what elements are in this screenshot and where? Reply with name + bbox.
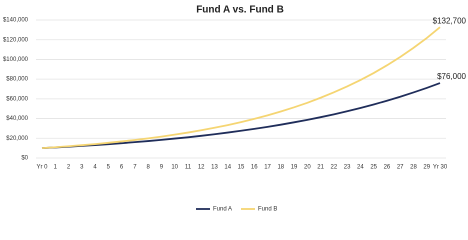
x-tick-label: 24 [357,165,364,171]
x-tick-label: 26 [384,165,391,171]
x-tick-label: 14 [224,165,231,171]
x-tick-label: 9 [160,165,164,171]
x-tick-label: Yr 30 [433,165,448,171]
data-label: $132,700 [433,16,467,25]
series-line [41,26,441,150]
x-tick-label: 23 [344,165,351,171]
y-tick-label: $100,000 [3,57,29,63]
x-tick-label: 2 [67,165,71,171]
x-tick-label: 17 [264,165,271,171]
x-tick-label: 4 [93,165,97,171]
x-tick-label: 27 [397,165,404,171]
x-tick-label: 3 [80,165,84,171]
chart: Fund A vs. Fund B $0 $20,000 $40,000 $60,00… [3,5,467,213]
x-tick-label: 28 [410,165,417,171]
series-line [41,82,441,150]
y-tick-label: $140,000 [3,18,29,24]
x-tick-label: 16 [251,165,258,171]
y-tick-label: $20,000 [6,136,28,142]
legend-label: Fund B [258,207,277,213]
x-tick-label: 25 [370,165,377,171]
legend-label: Fund A [213,207,232,213]
x-tick-label: 8 [146,165,150,171]
x-tick-label: 22 [331,165,338,171]
x-tick-label: 11 [185,165,192,171]
x-tick-label: 18 [277,165,284,171]
x-tick-label: 29 [423,165,430,171]
y-tick-label: $40,000 [6,116,28,122]
x-tick-label: 6 [120,165,124,171]
chart-title: Fund A vs. Fund B [196,5,284,16]
x-tick-label: 21 [317,165,324,171]
y-tick-label: $60,000 [6,96,28,102]
x-tick-label: 10 [171,165,178,171]
x-tick-label: Yr 0 [36,165,48,171]
x-tick-label: 20 [304,165,311,171]
x-tick-label: 19 [291,165,298,171]
y-tick-label: $0 [21,156,28,162]
x-tick-label: 13 [211,165,218,171]
x-tick-label: 1 [54,165,58,171]
x-tick-label: 7 [133,165,137,171]
y-tick-label: $120,000 [3,37,29,43]
y-tick-label: $80,000 [6,77,28,83]
x-tick-label: 15 [238,165,245,171]
data-label: $76,000 [437,72,466,81]
x-tick-label: 5 [107,165,111,171]
x-tick-label: 12 [198,165,205,171]
